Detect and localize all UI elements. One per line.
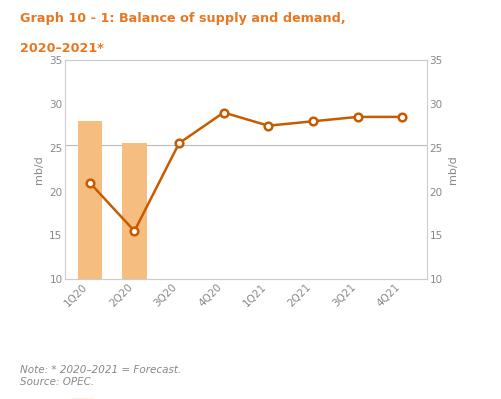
Y-axis label: mb/d: mb/d xyxy=(34,155,44,184)
Y-axis label: mb/d: mb/d xyxy=(447,155,457,184)
Bar xyxy=(77,121,102,279)
Bar xyxy=(122,143,146,279)
Text: 2020–2021*: 2020–2021* xyxy=(20,42,104,55)
Text: Note: * 2020–2021 = Forecast.
Source: OPEC.: Note: * 2020–2021 = Forecast. Source: OP… xyxy=(20,365,181,387)
Text: Graph 10 - 1: Balance of supply and demand,: Graph 10 - 1: Balance of supply and dema… xyxy=(20,12,345,25)
